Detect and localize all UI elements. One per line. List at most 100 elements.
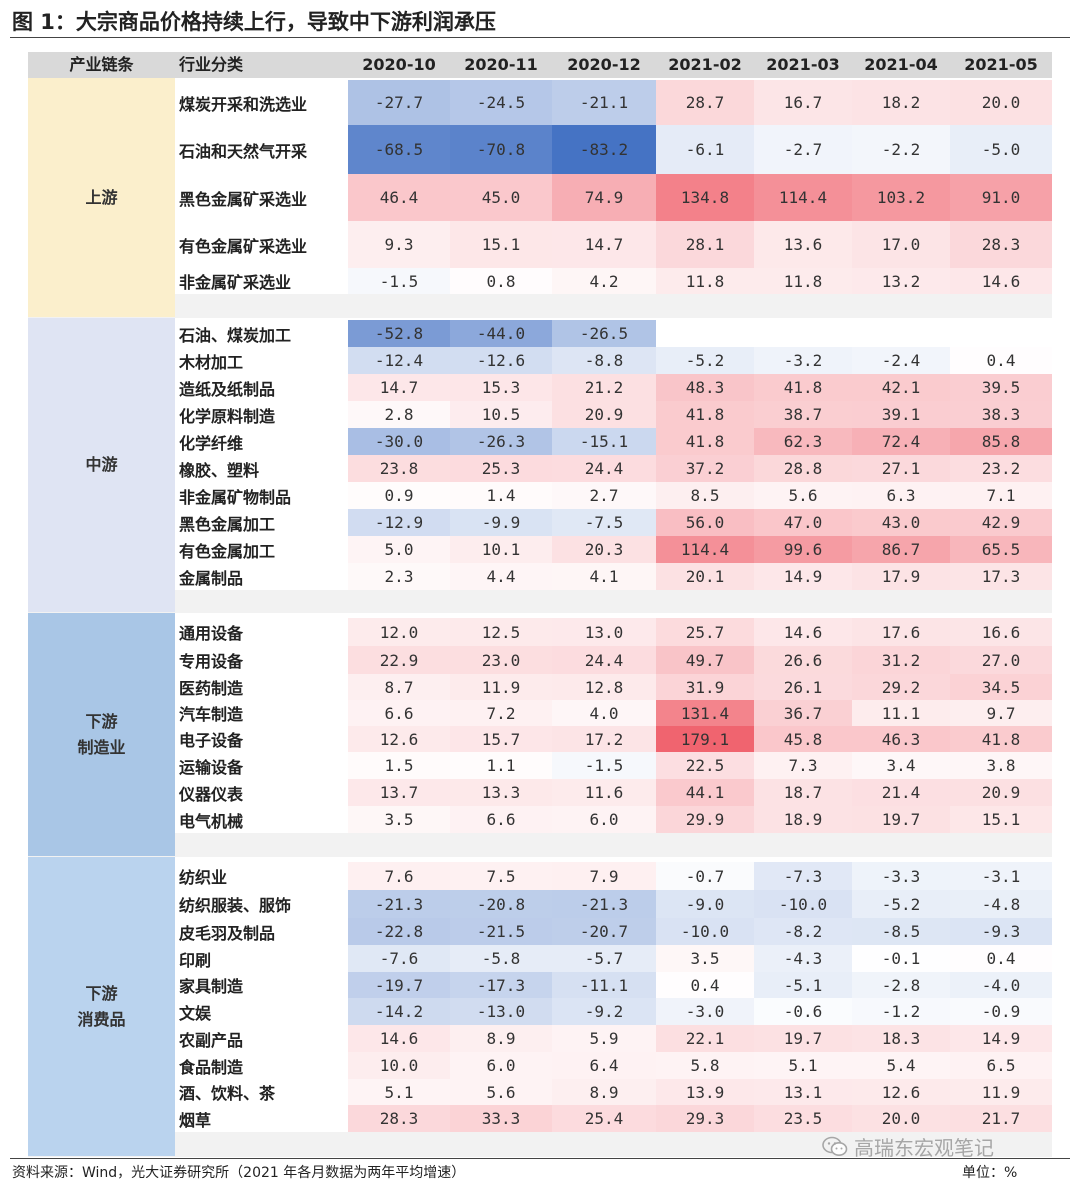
- value-cell: 21.4: [852, 779, 950, 806]
- value-cell: -8.5: [852, 918, 950, 945]
- value-cell: -7.6: [348, 945, 450, 972]
- value-cell: 23.5: [754, 1105, 852, 1132]
- value-cell: 3.5: [348, 806, 450, 833]
- value-cell: 18.3: [852, 1025, 950, 1052]
- value-cell: 36.7: [754, 700, 852, 726]
- value-cell: -30.0: [348, 428, 450, 455]
- row-label: 煤炭开采和洗选业: [179, 94, 308, 114]
- value-cell: 7.3: [754, 752, 852, 779]
- value-cell: 41.8: [656, 428, 754, 455]
- value-cell: 43.0: [852, 509, 950, 536]
- value-cell: 14.7: [552, 221, 656, 268]
- value-cell: 8.5: [656, 482, 754, 509]
- figure-title: 图 1：大宗商品价格持续上行，导致中下游利润承压: [12, 10, 496, 34]
- row-label: 仪器仪表: [179, 784, 244, 804]
- value-cell: 103.2: [852, 174, 950, 221]
- row-label: 运输设备: [179, 757, 244, 777]
- value-cell: 25.7: [656, 618, 754, 646]
- value-cell: -3.2: [754, 347, 852, 374]
- value-cell: -1.5: [552, 752, 656, 779]
- value-cell: 14.6: [950, 268, 1052, 294]
- watermark-text: 高瑞东宏观笔记: [854, 1136, 994, 1160]
- value-cell: 8.9: [450, 1025, 552, 1052]
- row-label: 橡胶、塑料: [179, 460, 260, 480]
- value-cell: 1.4: [450, 482, 552, 509]
- value-cell: 0.4: [950, 945, 1052, 972]
- row-label: 汽车制造: [179, 705, 244, 724]
- value-cell: 20.3: [552, 536, 656, 563]
- value-cell: -52.8: [348, 320, 450, 347]
- value-cell: -15.1: [552, 428, 656, 455]
- row-label: 黑色金属矿采选业: [179, 189, 308, 209]
- value-cell: -9.3: [950, 918, 1052, 945]
- value-cell: 18.9: [754, 806, 852, 833]
- row-label: 印刷: [179, 950, 212, 970]
- value-cell: 15.7: [450, 726, 552, 752]
- value-cell: 99.6: [754, 536, 852, 563]
- header-month: 2020-12: [567, 55, 641, 74]
- value-cell: 19.7: [754, 1025, 852, 1052]
- value-cell: -12.6: [450, 347, 552, 374]
- value-cell: 21.2: [552, 374, 656, 401]
- value-cell: 6.6: [450, 806, 552, 833]
- value-cell: -10.0: [656, 918, 754, 945]
- value-cell: 12.8: [552, 674, 656, 700]
- row-label: 农副产品: [179, 1030, 244, 1050]
- row-label: 酒、饮料、茶: [179, 1084, 276, 1103]
- value-cell: 7.6: [348, 862, 450, 890]
- value-cell: -3.0: [656, 998, 754, 1025]
- row-label: 家具制造: [179, 977, 244, 996]
- value-cell: 31.9: [656, 674, 754, 700]
- value-cell: 46.4: [348, 174, 450, 221]
- value-cell: 23.0: [450, 646, 552, 674]
- value-cell: 45.0: [450, 174, 552, 221]
- value-cell: 17.9: [852, 563, 950, 590]
- value-cell: 12.6: [852, 1079, 950, 1105]
- value-cell: 24.4: [552, 646, 656, 674]
- value-cell: -5.0: [950, 125, 1052, 174]
- value-cell: -5.7: [552, 945, 656, 972]
- row-label: 金属制品: [179, 568, 244, 588]
- value-cell: 22.1: [656, 1025, 754, 1052]
- header-month: 2021-05: [964, 55, 1038, 74]
- value-cell: -2.4: [852, 347, 950, 374]
- value-cell: 10.1: [450, 536, 552, 563]
- value-cell: -83.2: [552, 125, 656, 174]
- value-cell: 74.9: [552, 174, 656, 221]
- value-cell: -12.9: [348, 509, 450, 536]
- value-cell: 41.8: [656, 401, 754, 428]
- value-cell: 14.7: [348, 374, 450, 401]
- value-cell: -13.0: [450, 998, 552, 1025]
- group-label-text: 中游: [85, 455, 118, 474]
- value-cell: 3.8: [950, 752, 1052, 779]
- value-cell: 33.3: [450, 1105, 552, 1132]
- value-cell: 6.0: [552, 806, 656, 833]
- value-cell: 4.2: [552, 268, 656, 294]
- value-cell: 13.0: [552, 618, 656, 646]
- header-month: 2020-10: [362, 55, 436, 74]
- header-month: 2020-11: [464, 55, 538, 74]
- value-cell: -10.0: [754, 890, 852, 918]
- value-cell: 15.1: [450, 221, 552, 268]
- footer-source: 资料来源：Wind，光大证券研究所（2021 年各月数据为两年平均增速）: [12, 1165, 466, 1181]
- value-cell: 14.9: [754, 563, 852, 590]
- value-cell: 44.1: [656, 779, 754, 806]
- value-cell: -21.3: [348, 890, 450, 918]
- value-cell: -1.5: [348, 268, 450, 294]
- value-cell: 12.5: [450, 618, 552, 646]
- value-cell: -5.2: [852, 890, 950, 918]
- value-cell: 56.0: [656, 509, 754, 536]
- value-cell: -6.1: [656, 125, 754, 174]
- value-cell: 16.7: [754, 80, 852, 125]
- value-cell: 3.5: [656, 945, 754, 972]
- value-cell: -0.6: [754, 998, 852, 1025]
- value-cell: -2.7: [754, 125, 852, 174]
- value-cell: 48.3: [656, 374, 754, 401]
- value-cell: 29.2: [852, 674, 950, 700]
- value-cell: 9.7: [950, 700, 1052, 726]
- value-cell: 49.7: [656, 646, 754, 674]
- value-cell: 11.8: [656, 268, 754, 294]
- value-cell: -22.8: [348, 918, 450, 945]
- value-cell: -0.7: [656, 862, 754, 890]
- group-label: 上游: [28, 78, 175, 317]
